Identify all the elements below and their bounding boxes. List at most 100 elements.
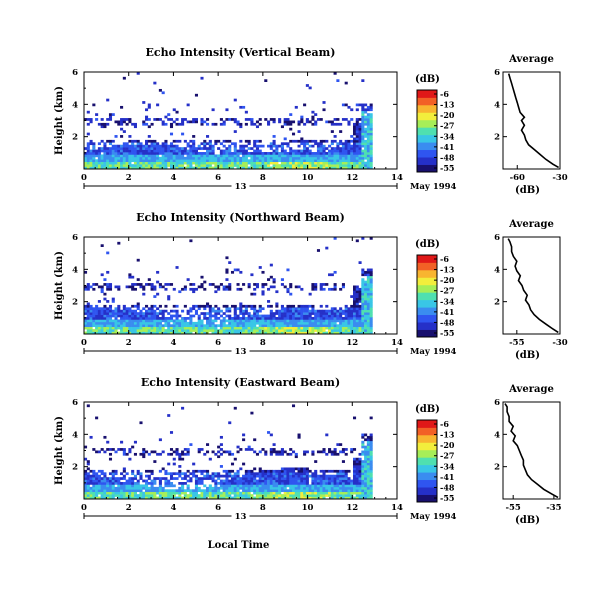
heatmap-cell [328, 329, 332, 332]
heatmap-cell [183, 317, 187, 320]
heatmap-cell [258, 309, 262, 313]
heatmap-cell [283, 324, 287, 328]
heatmap-cell [280, 317, 284, 320]
heatmap-cell [142, 321, 146, 325]
heatmap-cell [145, 108, 149, 112]
heatmap-cell [181, 156, 185, 160]
heatmap-cell [247, 118, 251, 121]
heatmap-cell [122, 147, 126, 150]
heatmap-cell [106, 287, 110, 291]
heatmap-cell [203, 287, 207, 291]
heatmap-cell [319, 149, 323, 153]
heatmap-cell [128, 120, 132, 124]
heatmap-cell [369, 280, 373, 284]
heatmap-cell [183, 472, 187, 476]
heatmap-cell [233, 324, 237, 328]
heatmap-cell [236, 489, 240, 493]
heatmap-cell [311, 477, 315, 480]
heatmap-cell [153, 491, 157, 495]
heatmap-cell [369, 130, 373, 133]
heatmap-cell [366, 309, 370, 313]
heatmap-cell [153, 152, 157, 155]
heatmap-cell [328, 491, 332, 495]
heatmap-cell [283, 482, 287, 485]
heatmap-cell [353, 319, 357, 323]
heatmap-cell [169, 283, 174, 286]
heatmap-cell [358, 452, 362, 456]
y-tick-label: 6 [72, 233, 78, 243]
heatmap-cell [100, 164, 104, 167]
heatmap-cell [145, 147, 149, 150]
heatmap-cell [280, 319, 284, 323]
heatmap-cell [84, 472, 88, 476]
heatmap-cell [100, 287, 104, 291]
heatmap-cell [328, 324, 332, 328]
heatmap-cell [361, 491, 365, 495]
heatmap-cell [167, 494, 171, 497]
heatmap-cell [95, 283, 99, 286]
heatmap-cell [330, 496, 334, 500]
heatmap-cell [275, 324, 279, 328]
heatmap-cell [250, 307, 254, 311]
heatmap-cell [311, 317, 315, 320]
heatmap-cell [122, 496, 126, 500]
heatmap-cell [89, 120, 93, 124]
heatmap-cell [150, 142, 154, 146]
heatmap-cell [225, 256, 229, 260]
heatmap-cell [92, 489, 96, 493]
heatmap-cell [269, 317, 273, 320]
heatmap-cell [167, 152, 171, 155]
heatmap-cell [203, 142, 207, 146]
heatmap-cell [283, 450, 287, 454]
heatmap-cell [219, 149, 223, 153]
heatmap-cell [358, 496, 362, 500]
heatmap-cell [230, 152, 235, 155]
heatmap-cell [358, 479, 362, 483]
heatmap-cell [228, 144, 232, 148]
heatmap-cell [136, 147, 140, 150]
heatmap-cell [355, 290, 359, 294]
heatmap-cell [200, 496, 204, 500]
heatmap-cell [305, 120, 309, 124]
heatmap-cell [111, 161, 115, 165]
heatmap-cell [361, 166, 365, 170]
heatmap-cell [128, 494, 132, 497]
heatmap-cell [244, 319, 248, 323]
heatmap-cell [253, 122, 257, 126]
heatmap-cell [333, 317, 337, 320]
heatmap-cell [206, 450, 210, 454]
heatmap-cell [272, 479, 276, 483]
heatmap-cell [336, 486, 340, 490]
heatmap-cell [350, 159, 354, 163]
heatmap-cell [294, 161, 298, 165]
heatmap-cell [291, 494, 296, 497]
heatmap-cell [84, 317, 88, 320]
heatmap-cell [111, 496, 115, 500]
heatmap-cell [339, 324, 343, 328]
heatmap-cell [200, 319, 204, 323]
heatmap-cell [233, 479, 237, 483]
heatmap-cell [294, 159, 298, 163]
heatmap-cell [278, 164, 282, 167]
heatmap-cell [353, 474, 357, 478]
heatmap-cell [206, 494, 210, 497]
heatmap-cell [219, 142, 223, 146]
heatmap-cell [150, 149, 154, 153]
heatmap-cell [347, 321, 351, 325]
heatmap-cell [169, 161, 174, 165]
heatmap-cell [261, 326, 265, 330]
heatmap-cell [361, 467, 365, 471]
heatmap-cell [253, 152, 257, 155]
heatmap-cell [108, 309, 113, 313]
heatmap-cell [97, 307, 101, 311]
heatmap-cell [192, 283, 196, 286]
heatmap-cell [361, 307, 365, 311]
heatmap-cell [139, 321, 143, 325]
heatmap-cell [136, 149, 140, 153]
heatmap-cell [133, 147, 137, 150]
heatmap-cell [114, 489, 118, 493]
heatmap-cell [361, 494, 365, 497]
heatmap-cell [120, 489, 124, 493]
heatmap-cell [111, 324, 115, 328]
colorbar-tick-label: -41 [440, 142, 454, 152]
